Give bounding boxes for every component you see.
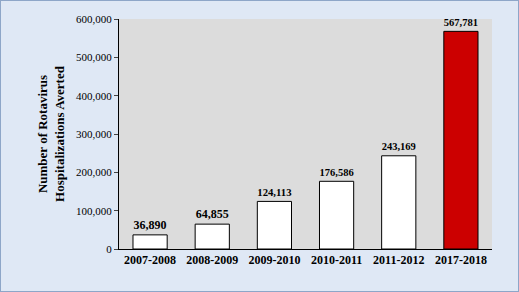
svg-text:2010-2011: 2010-2011 (311, 253, 362, 267)
svg-text:36,890: 36,890 (134, 218, 167, 232)
svg-text:0: 0 (106, 243, 112, 255)
svg-text:Number of RotavirusHospitaliza: Number of RotavirusHospitalizations Aver… (35, 65, 67, 202)
svg-text:567,781: 567,781 (444, 17, 478, 28)
svg-text:100,000: 100,000 (76, 205, 112, 217)
svg-text:2011-2012: 2011-2012 (373, 253, 424, 267)
svg-text:500,000: 500,000 (76, 51, 112, 63)
svg-text:176,586: 176,586 (319, 167, 353, 178)
svg-text:400,000: 400,000 (76, 90, 112, 102)
svg-text:243,169: 243,169 (382, 141, 416, 152)
svg-text:2009-2010: 2009-2010 (248, 253, 300, 267)
svg-text:124,113: 124,113 (257, 186, 291, 198)
svg-text:2017-2018: 2017-2018 (435, 253, 487, 267)
svg-text:200,000: 200,000 (76, 166, 112, 178)
svg-text:2007-2008: 2007-2008 (124, 253, 176, 267)
svg-text:300,000: 300,000 (76, 128, 112, 140)
svg-text:600,000: 600,000 (76, 13, 112, 25)
svg-text:64,855: 64,855 (196, 207, 229, 221)
svg-text:2008-2009: 2008-2009 (186, 253, 238, 267)
